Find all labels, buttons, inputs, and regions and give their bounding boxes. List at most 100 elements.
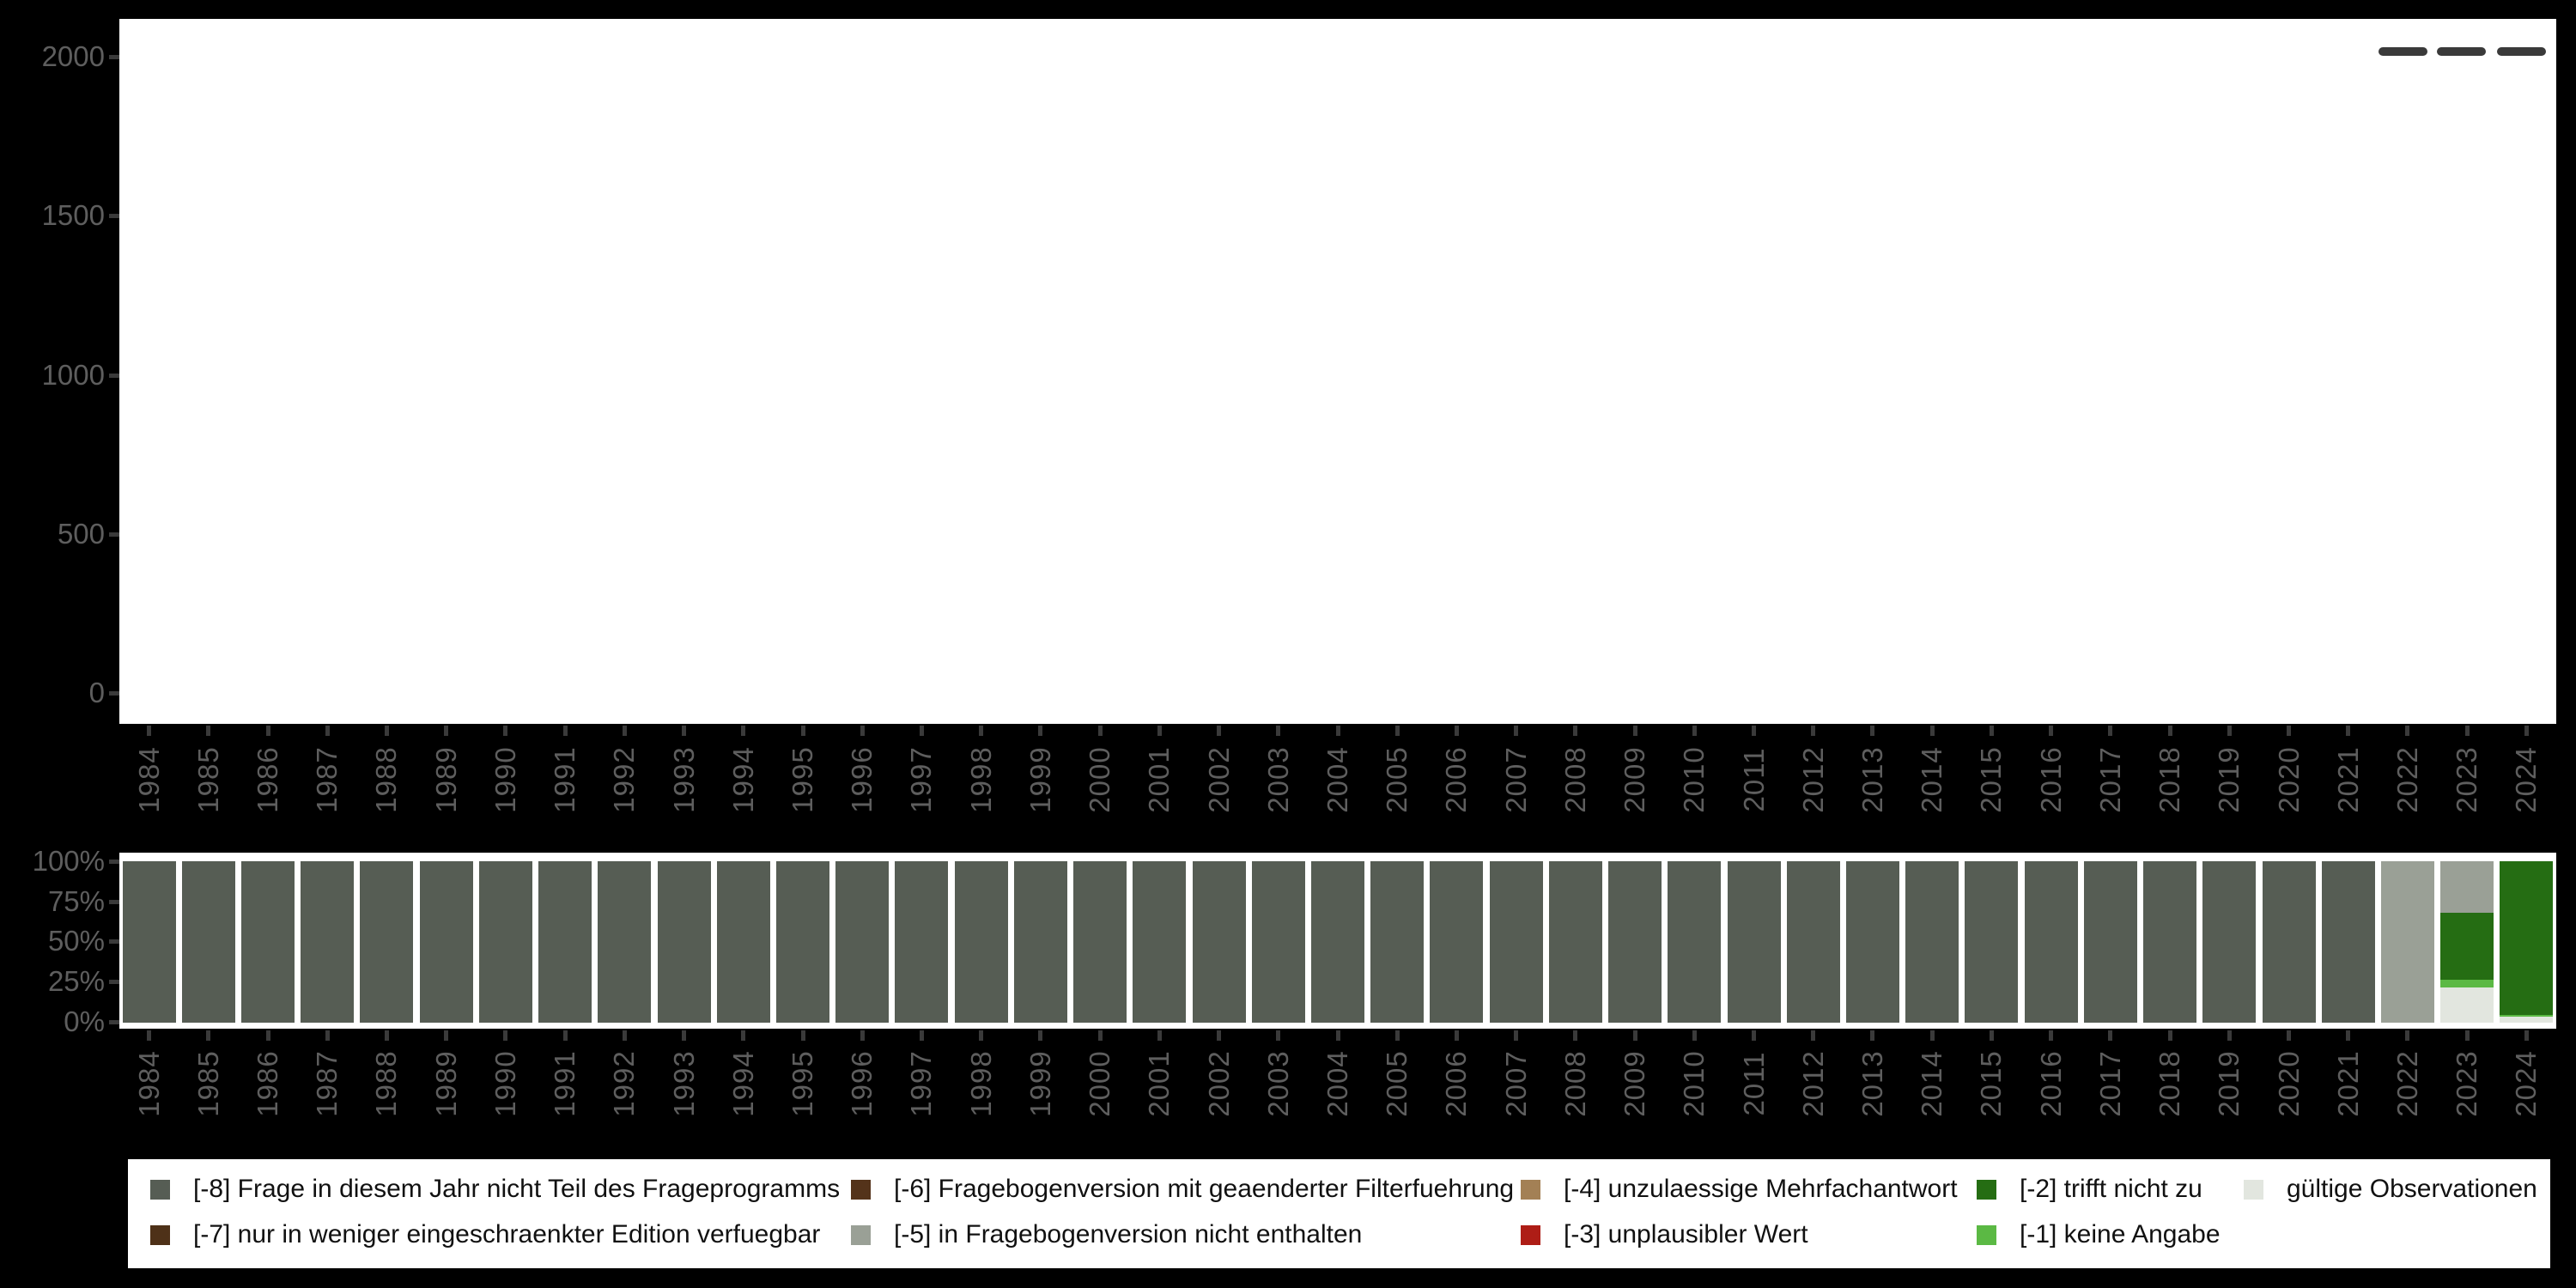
legend-dash-icon[interactable] [2437,47,2486,56]
stacked-bar[interactable] [1489,861,1543,1023]
bar-segment-neg8[interactable] [241,861,295,1023]
bar-segment-neg8[interactable] [1965,861,2019,1023]
stacked-bar[interactable] [2083,861,2137,1023]
bar-segment-neg8[interactable] [1133,861,1187,1023]
bar-segment-neg8[interactable] [1727,861,1781,1023]
stacked-bar[interactable] [1965,861,2019,1023]
stacked-bar[interactable] [954,861,1008,1023]
stacked-bar[interactable] [2143,861,2197,1023]
stacked-bar[interactable] [301,861,355,1023]
stacked-bar[interactable] [835,861,890,1023]
stacked-bar[interactable] [1013,861,1067,1023]
stacked-bar[interactable] [2440,861,2494,1023]
legend-item-label: gültige Observationen [2287,1175,2537,1203]
bar-segment-neg8[interactable] [2083,861,2137,1023]
stacked-bar[interactable] [657,861,711,1023]
bar-segment-neg8[interactable] [419,861,473,1023]
bar-segment-neg8[interactable] [1905,861,1959,1023]
count-x-axis-tick [1276,726,1281,736]
bar-segment-neg1[interactable] [2440,980,2494,987]
stacked-bar[interactable] [360,861,414,1023]
stacked-bar[interactable] [895,861,949,1023]
bar-segment-neg1[interactable] [2500,1014,2554,1018]
bar-segment-neg8[interactable] [954,861,1008,1023]
bar-segment-neg8[interactable] [1370,861,1425,1023]
stacked-bar[interactable] [1608,861,1662,1023]
bar-segment-neg5[interactable] [2380,861,2434,1023]
count-x-axis-label-year: 2002 [1202,746,1235,813]
bar-segment-neg8[interactable] [1845,861,1899,1023]
count-x-axis-tick [1989,726,1994,736]
bar-segment-neg8[interactable] [835,861,890,1023]
stacked-bar[interactable] [2202,861,2257,1023]
bar-segment-neg8[interactable] [2262,861,2316,1023]
stacked-bar[interactable] [122,861,176,1023]
stacked-bar[interactable] [598,861,652,1023]
bar-segment-neg8[interactable] [1013,861,1067,1023]
stacked-bar[interactable] [1727,861,1781,1023]
legend: [-8] Frage in diesem Jahr nicht Teil des… [128,1159,2550,1268]
bar-segment-valid[interactable] [2440,987,2494,1023]
bar-segment-neg8[interactable] [2024,861,2078,1023]
stacked-bar[interactable] [1311,861,1364,1023]
stacked-bar[interactable] [776,861,830,1023]
stacked-bar[interactable] [538,861,592,1023]
bar-segment-neg8[interactable] [122,861,176,1023]
stacked-bar[interactable] [1251,861,1305,1023]
bar-segment-neg8[interactable] [1192,861,1246,1023]
stacked-bar[interactable] [2024,861,2078,1023]
stacked-bar[interactable] [478,861,532,1023]
bar-segment-neg8[interactable] [2321,861,2375,1023]
bar-segment-neg2[interactable] [2500,861,2554,1015]
stacked-bar[interactable] [2321,861,2375,1023]
bar-segment-neg8[interactable] [716,861,770,1023]
percent-x-axis-label-year: 1999 [1024,1050,1056,1117]
bar-segment-neg8[interactable] [776,861,830,1023]
bar-segment-neg8[interactable] [2143,861,2197,1023]
stacked-bar[interactable] [2380,861,2434,1023]
stacked-bar[interactable] [1905,861,1959,1023]
stacked-bar[interactable] [1845,861,1899,1023]
bar-segment-neg8[interactable] [1251,861,1305,1023]
stacked-bar[interactable] [2262,861,2316,1023]
bar-segment-neg8[interactable] [895,861,949,1023]
bar-segment-neg8[interactable] [1311,861,1364,1023]
stacked-bar[interactable] [1430,861,1484,1023]
stacked-bar[interactable] [241,861,295,1023]
bar-segment-neg8[interactable] [181,861,235,1023]
bar-segment-neg8[interactable] [360,861,414,1023]
stacked-bar[interactable] [1073,861,1127,1023]
stacked-bar[interactable] [1133,861,1187,1023]
bar-segment-neg8[interactable] [1430,861,1484,1023]
bar-segment-neg8[interactable] [657,861,711,1023]
bar-segment-neg8[interactable] [478,861,532,1023]
bar-segment-neg8[interactable] [1073,861,1127,1023]
stacked-bar[interactable] [1548,861,1602,1023]
legend-dash-icon[interactable] [2379,47,2427,56]
bar-segment-neg8[interactable] [1548,861,1602,1023]
bar-segment-neg8[interactable] [1668,861,1722,1023]
percent-x-axis-label-year: 2023 [2451,1050,2483,1117]
stacked-bar[interactable] [1786,861,1840,1023]
stacked-bar[interactable] [1668,861,1722,1023]
count-y-axis-tick [109,374,119,378]
bar-segment-neg5[interactable] [2440,861,2494,914]
bar-segment-neg2[interactable] [2440,913,2494,981]
bar-segment-neg8[interactable] [301,861,355,1023]
legend-dash-icon[interactable] [2497,47,2546,56]
stacked-bar[interactable] [419,861,473,1023]
bar-segment-neg8[interactable] [538,861,592,1023]
bar-segment-valid[interactable] [2500,1017,2554,1023]
count-x-axis-label-year: 2019 [2213,746,2245,813]
bar-segment-neg8[interactable] [1786,861,1840,1023]
stacked-bar[interactable] [181,861,235,1023]
stacked-bar[interactable] [1192,861,1246,1023]
stacked-bar[interactable] [2500,861,2554,1023]
stacked-bar[interactable] [716,861,770,1023]
bar-segment-neg8[interactable] [2202,861,2257,1023]
bar-segment-neg8[interactable] [598,861,652,1023]
bar-segment-neg8[interactable] [1608,861,1662,1023]
stacked-bar[interactable] [1370,861,1425,1023]
bar-segment-neg8[interactable] [1489,861,1543,1023]
